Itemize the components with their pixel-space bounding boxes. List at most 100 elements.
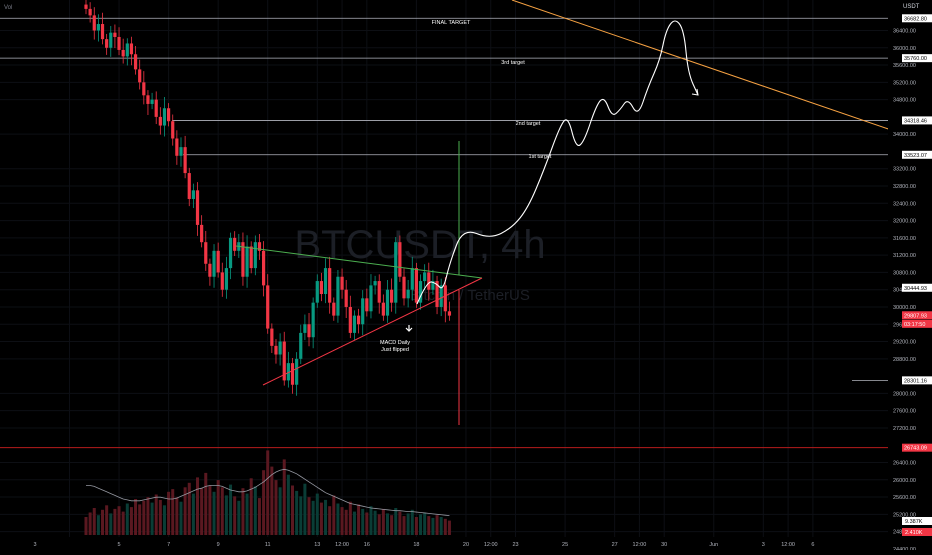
price-badge[interactable]: 36682.80 xyxy=(902,14,932,23)
candle[interactable] xyxy=(352,310,357,341)
candle[interactable] xyxy=(344,279,348,318)
candle[interactable] xyxy=(323,258,328,304)
candle[interactable] xyxy=(162,97,167,137)
candle[interactable] xyxy=(228,232,233,280)
candle[interactable] xyxy=(195,182,200,236)
candle[interactable] xyxy=(233,231,237,257)
candle[interactable] xyxy=(96,14,100,42)
price-badge[interactable]: 33523.07 xyxy=(902,150,932,159)
candle[interactable] xyxy=(427,262,431,301)
candle[interactable] xyxy=(171,114,175,146)
candle[interactable] xyxy=(365,288,369,317)
candle[interactable] xyxy=(109,25,113,57)
candle[interactable] xyxy=(447,301,452,321)
candle[interactable] xyxy=(191,183,195,209)
candle[interactable] xyxy=(332,297,336,321)
candle[interactable] xyxy=(187,167,191,207)
candle[interactable] xyxy=(398,235,402,282)
candle[interactable] xyxy=(290,357,295,394)
candle[interactable] xyxy=(261,241,266,297)
candle[interactable] xyxy=(224,256,229,299)
candle[interactable] xyxy=(200,215,204,248)
candle[interactable] xyxy=(278,333,282,366)
candle[interactable] xyxy=(410,256,414,301)
candle[interactable] xyxy=(423,264,427,291)
candle[interactable] xyxy=(253,235,257,276)
candle[interactable] xyxy=(315,274,319,308)
volume-badge[interactable]: 2.410K xyxy=(902,528,932,536)
price-badge[interactable]: 28301.16 xyxy=(902,376,932,385)
candle[interactable] xyxy=(286,351,290,388)
candle[interactable] xyxy=(307,313,311,347)
candle[interactable] xyxy=(274,339,278,364)
candle[interactable] xyxy=(105,33,109,55)
candle[interactable] xyxy=(340,268,344,299)
candle[interactable] xyxy=(241,232,245,286)
candle[interactable] xyxy=(319,272,324,302)
trendline-descending[interactable] xyxy=(511,0,901,134)
candle[interactable] xyxy=(121,38,125,64)
candle[interactable] xyxy=(158,107,162,135)
candle[interactable] xyxy=(266,274,270,334)
time-axis-bg[interactable] xyxy=(0,537,888,550)
trendline-triangle-upper[interactable] xyxy=(235,245,483,279)
candle[interactable] xyxy=(418,274,423,310)
candle[interactable] xyxy=(299,324,303,365)
candle[interactable] xyxy=(249,241,253,274)
candle[interactable] xyxy=(373,275,377,295)
volume-badge[interactable]: 9.387K xyxy=(902,517,932,525)
candle[interactable] xyxy=(167,103,171,127)
candle[interactable] xyxy=(443,277,447,323)
candle[interactable] xyxy=(406,279,410,308)
price-badge[interactable]: 03:17:50 xyxy=(902,319,932,328)
price-badge[interactable]: 26743.09 xyxy=(902,443,932,452)
price-axis-bg[interactable] xyxy=(888,0,932,550)
candle[interactable] xyxy=(204,230,208,271)
candle[interactable] xyxy=(216,242,220,278)
candle[interactable] xyxy=(113,24,117,48)
candle[interactable] xyxy=(146,90,150,115)
candle[interactable] xyxy=(220,262,224,297)
price-badge[interactable]: 30444.93 xyxy=(902,283,932,292)
candle[interactable] xyxy=(356,308,361,334)
price-badge[interactable]: 34318.46 xyxy=(902,116,932,125)
candle[interactable] xyxy=(381,294,385,321)
candle[interactable] xyxy=(394,236,398,314)
candle[interactable] xyxy=(92,7,96,40)
projection-path[interactable] xyxy=(416,20,699,305)
candle[interactable] xyxy=(175,130,179,165)
candle[interactable] xyxy=(282,331,286,386)
candle[interactable] xyxy=(133,46,138,75)
candle[interactable] xyxy=(88,2,92,23)
candle[interactable] xyxy=(179,137,183,167)
candle[interactable] xyxy=(311,297,315,349)
candle[interactable] xyxy=(385,279,390,323)
price-badge[interactable]: 35760.00 xyxy=(902,54,932,63)
candle[interactable] xyxy=(125,38,129,66)
candle[interactable] xyxy=(435,275,439,315)
candle[interactable] xyxy=(295,352,299,396)
candle[interactable] xyxy=(84,0,88,15)
candle[interactable] xyxy=(336,270,340,323)
candle[interactable] xyxy=(154,91,158,125)
candle[interactable] xyxy=(138,59,142,90)
candle[interactable] xyxy=(348,295,352,339)
candle[interactable] xyxy=(390,278,394,312)
candle[interactable] xyxy=(414,262,418,308)
candle[interactable] xyxy=(183,135,187,179)
candle[interactable] xyxy=(303,314,307,341)
candle[interactable] xyxy=(212,244,216,288)
candle[interactable] xyxy=(100,12,105,45)
price-badge[interactable]: 29807.93 xyxy=(902,311,932,320)
candle[interactable] xyxy=(117,27,121,56)
candle[interactable] xyxy=(270,323,274,353)
candle[interactable] xyxy=(361,290,365,336)
candle[interactable] xyxy=(245,235,249,288)
candle[interactable] xyxy=(369,274,373,319)
trendline-triangle-lower[interactable] xyxy=(262,277,483,386)
candle[interactable] xyxy=(129,36,134,66)
indicator-label[interactable]: Vol xyxy=(4,5,12,11)
candle[interactable] xyxy=(328,256,332,314)
